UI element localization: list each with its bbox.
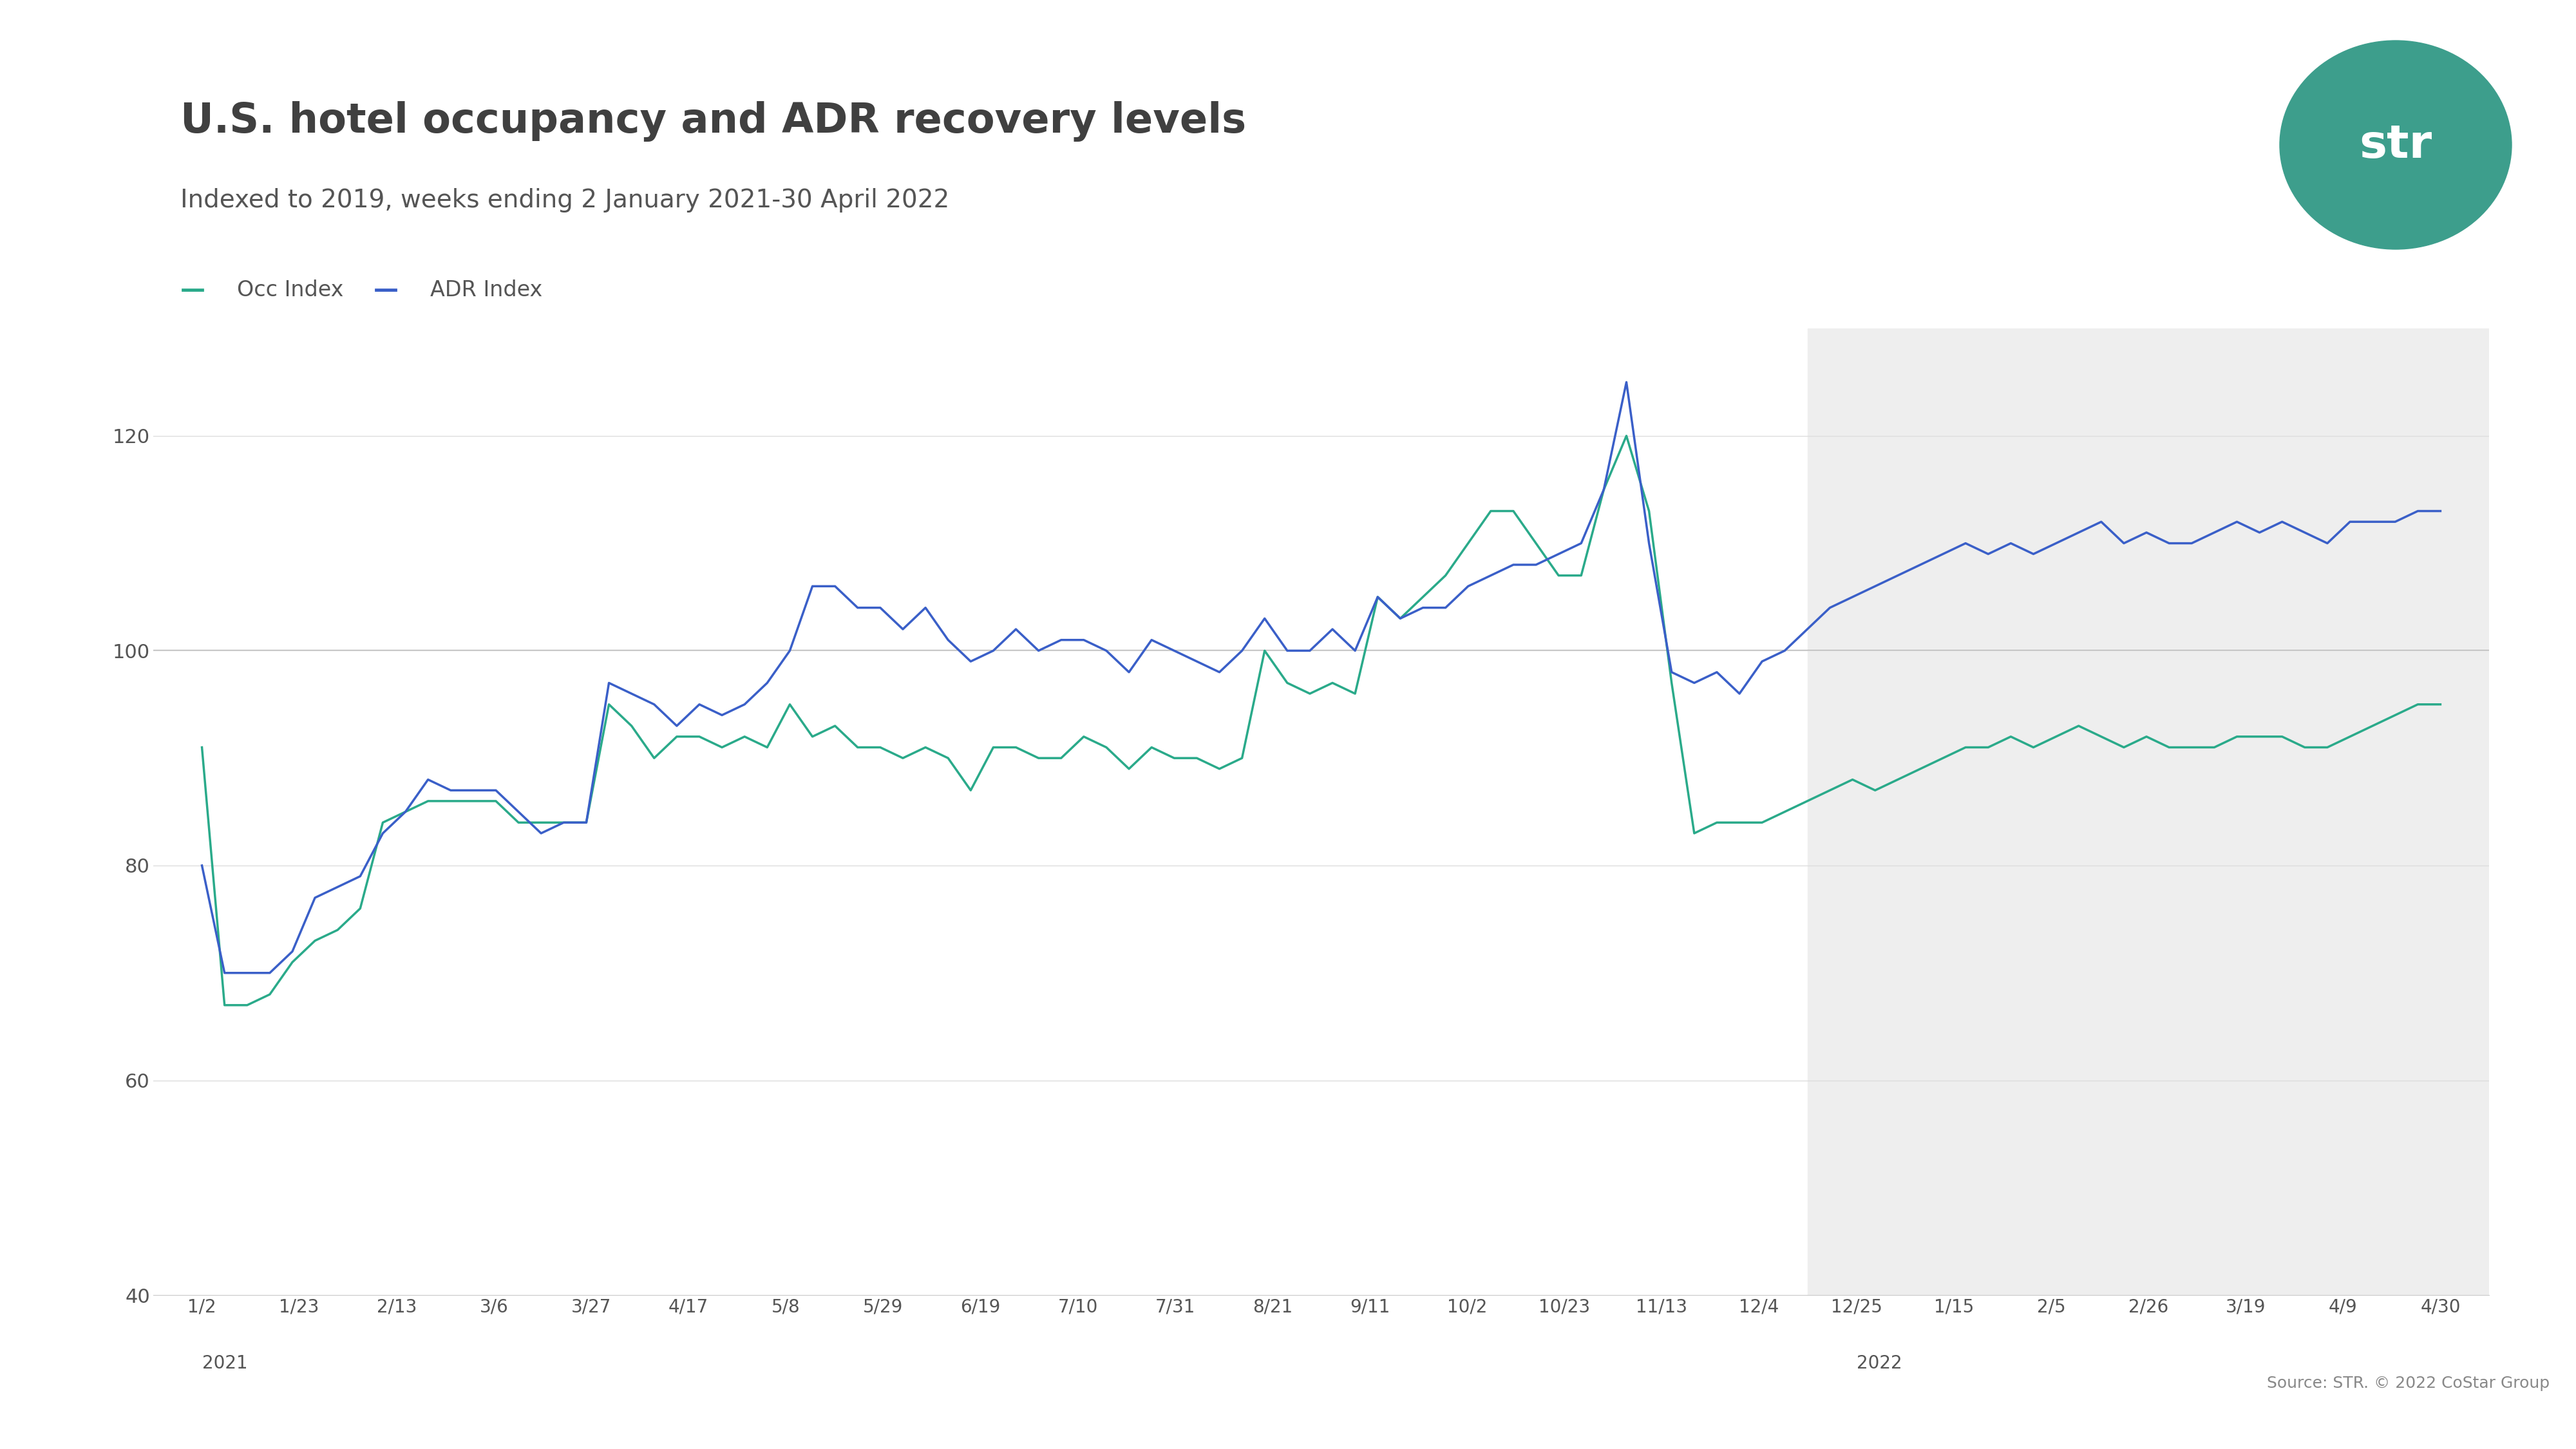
- ADR Index: [639, 696, 670, 713]
- Occ Index: [1610, 427, 1641, 445]
- Occ Index: [729, 727, 760, 745]
- ADR Index: [1363, 588, 1394, 606]
- Text: 2021: 2021: [201, 1355, 247, 1372]
- Text: Occ Index: Occ Index: [237, 280, 343, 300]
- Text: —: —: [180, 278, 206, 301]
- ADR Index: [185, 856, 216, 874]
- Occ Index: [2290, 739, 2321, 756]
- Text: ADR Index: ADR Index: [430, 280, 544, 300]
- Text: Indexed to 2019, weeks ending 2 January 2021-30 April 2022: Indexed to 2019, weeks ending 2 January …: [180, 188, 951, 213]
- Line: Occ Index: Occ Index: [201, 436, 2439, 1006]
- Text: str: str: [2360, 123, 2432, 167]
- Occ Index: [1543, 567, 1574, 584]
- Text: —: —: [374, 278, 399, 301]
- ADR Index: [1610, 374, 1641, 391]
- Occ Index: [185, 739, 216, 756]
- ADR Index: [2424, 503, 2455, 520]
- ADR Index: [2290, 525, 2321, 542]
- Bar: [1808, 329, 2488, 1295]
- Occ Index: [2424, 696, 2455, 713]
- Occ Index: [209, 997, 240, 1014]
- Text: U.S. hotel occupancy and ADR recovery levels: U.S. hotel occupancy and ADR recovery le…: [180, 101, 1247, 142]
- Text: 2022: 2022: [1857, 1355, 1901, 1372]
- ADR Index: [1543, 545, 1574, 562]
- Occ Index: [2357, 717, 2388, 735]
- Text: Source: STR. © 2022 CoStar Group: Source: STR. © 2022 CoStar Group: [2267, 1375, 2550, 1391]
- Line: ADR Index: ADR Index: [201, 383, 2439, 972]
- Circle shape: [2280, 41, 2512, 249]
- ADR Index: [2357, 513, 2388, 530]
- ADR Index: [729, 696, 760, 713]
- ADR Index: [209, 964, 240, 981]
- Occ Index: [639, 749, 670, 767]
- Occ Index: [1363, 588, 1394, 606]
